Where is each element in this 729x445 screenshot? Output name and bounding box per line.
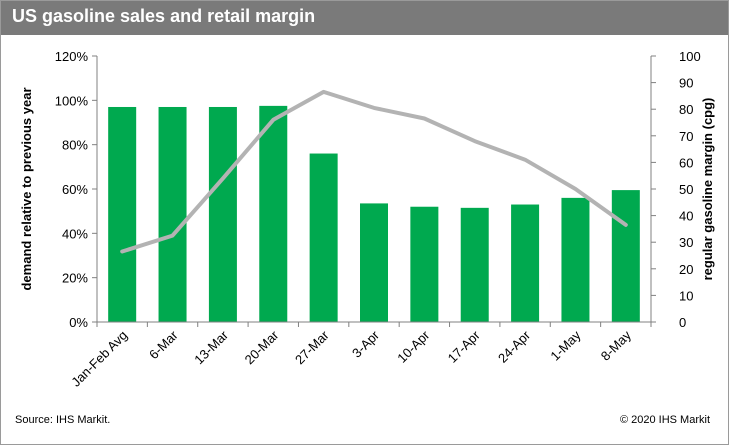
- x-tick-label: 10-Apr: [394, 327, 433, 366]
- right-tick-label: 100: [679, 49, 701, 64]
- copyright-note: © 2020 IHS Markit: [619, 414, 710, 426]
- x-tick-label: 13-Mar: [191, 327, 231, 367]
- left-tick-label: 0%: [69, 315, 88, 330]
- bar-series: [108, 105, 640, 322]
- demand-bar: [561, 197, 590, 322]
- demand-bar: [611, 190, 640, 322]
- x-tick-label: 24-Apr: [495, 327, 534, 366]
- left-tick-label: 80%: [62, 138, 88, 153]
- x-tick-label: 8-May: [598, 327, 634, 363]
- right-tick-label: 60: [679, 155, 693, 170]
- demand-bar: [208, 106, 237, 322]
- right-tick-label: 70: [679, 129, 693, 144]
- demand-bar: [360, 203, 388, 322]
- left-tick-label: 40%: [62, 226, 88, 241]
- left-tick-label: 60%: [62, 182, 88, 197]
- demand-bar: [158, 106, 187, 322]
- x-axis: Jan-Feb Avg 6-Mar 13-Mar 20-Mar 27-Mar 3-Apr 1…: [68, 321, 652, 390]
- left-tick-label: 100%: [55, 93, 89, 108]
- x-tick-label: 1-May: [547, 327, 583, 363]
- margin-line: [120, 89, 628, 254]
- x-tick-label: 17-Apr: [445, 327, 484, 366]
- margin-line-series: [120, 89, 628, 254]
- left-tick-label: 120%: [55, 49, 89, 64]
- right-axis-title: regular gasoline margin (cpg): [700, 98, 715, 281]
- right-tick-label: 40: [679, 209, 693, 224]
- demand-bar: [259, 105, 288, 322]
- right-tick-label: 20: [679, 262, 693, 277]
- title-bar: US gasoline sales and retail margin: [1, 1, 728, 35]
- x-tick-label: 6-Mar: [146, 327, 181, 362]
- right-tick-label: 90: [679, 76, 693, 91]
- demand-bar: [108, 106, 137, 322]
- x-tick-label: 20-Mar: [242, 327, 282, 367]
- left-tick-label: 20%: [62, 271, 88, 286]
- right-tick-label: 30: [679, 235, 693, 250]
- right-tick-label: 0: [679, 315, 686, 330]
- right-tick-label: 10: [679, 288, 693, 303]
- demand-bar: [309, 153, 338, 322]
- demand-bar: [460, 207, 489, 322]
- right-y-axis: 0 10 20 30 40 50 60 70 80 90 100: [650, 49, 701, 330]
- x-tick-label: 27-Mar: [292, 327, 332, 367]
- left-y-axis: 0% 20% 40% 60% 80% 100% 120%: [55, 49, 98, 330]
- demand-bar: [410, 206, 439, 322]
- demand-bar: [511, 204, 540, 322]
- right-tick-label: 80: [679, 102, 693, 117]
- chart-title: US gasoline sales and retail margin: [12, 6, 316, 26]
- source-note: Source: IHS Markit.: [15, 414, 111, 426]
- left-axis-title: demand relative to previous year: [19, 87, 34, 290]
- x-tick-label: Jan-Feb Avg: [68, 328, 130, 390]
- right-tick-label: 50: [679, 182, 693, 197]
- x-tick-label: 3-Apr: [349, 327, 383, 361]
